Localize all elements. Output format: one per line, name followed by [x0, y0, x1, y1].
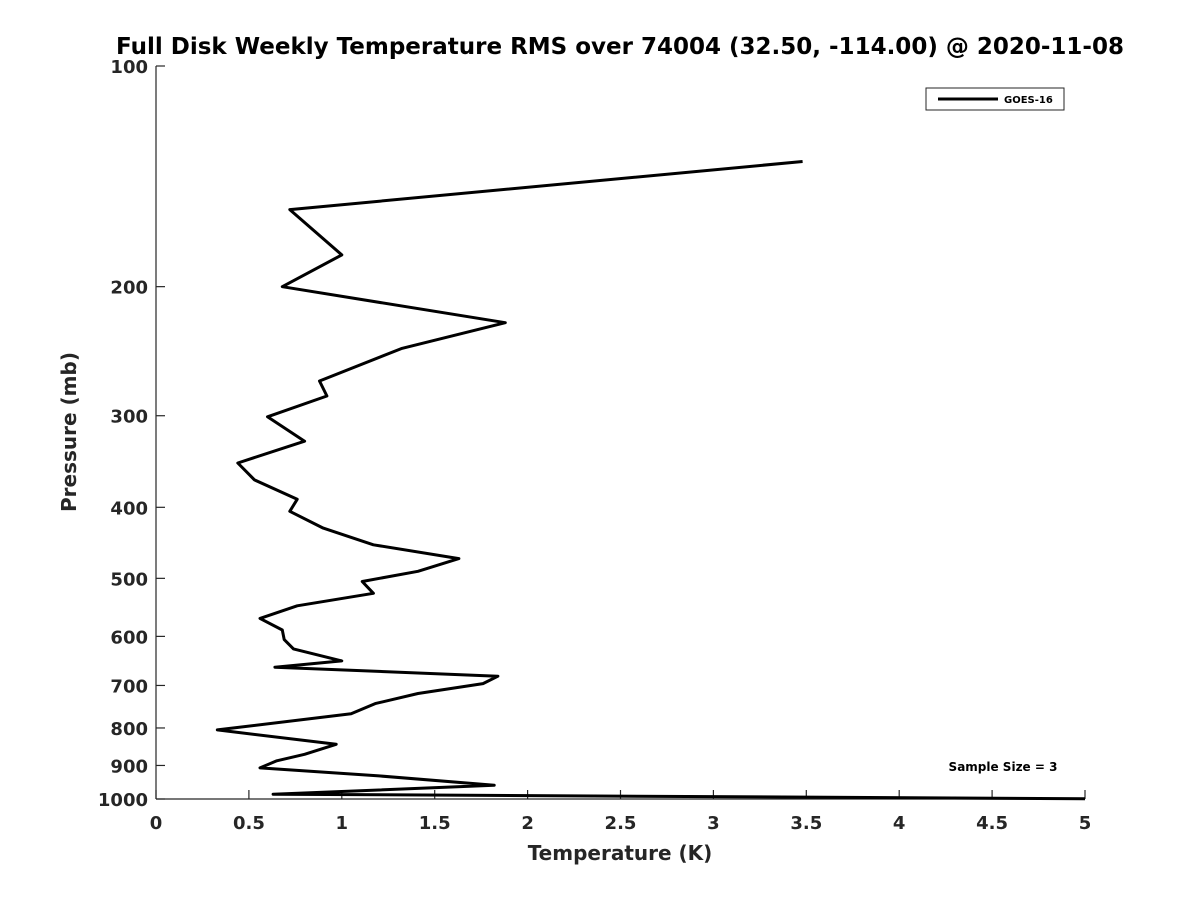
y-axis-label: Pressure (mb) [57, 352, 81, 512]
legend-label: GOES-16 [1004, 95, 1053, 106]
x-tick-label: 2.5 [605, 813, 637, 834]
x-ticks: 0 0.5 1 1.5 2 2.5 3 3.5 4 4.5 5 [150, 790, 1092, 834]
series-line-goes-16 [215, 160, 1086, 801]
x-tick-label: 4.5 [976, 813, 1008, 834]
plot-frame [155, 66, 1085, 800]
y-tick-label: 400 [110, 498, 148, 519]
y-tick-label: 1000 [98, 790, 148, 811]
x-tick-label: 1 [336, 813, 349, 834]
y-tick-label: 700 [110, 676, 148, 697]
y-tick-label: 300 [110, 407, 148, 428]
x-tick-label: 0 [150, 813, 163, 834]
x-axis-label: Temperature (K) [528, 841, 713, 865]
y-tick-label: 100 [110, 57, 148, 78]
chart-title: Full Disk Weekly Temperature RMS over 74… [116, 34, 1124, 60]
y-tick-label: 200 [110, 278, 148, 299]
y-tick-label: 800 [110, 719, 148, 740]
x-tick-label: 2 [521, 813, 534, 834]
x-tick-label: 0.5 [233, 813, 265, 834]
y-tick-label: 500 [110, 569, 148, 590]
x-tick-label: 4 [893, 813, 906, 834]
y-tick-label: 900 [110, 756, 148, 777]
x-tick-label: 3 [707, 813, 720, 834]
x-tick-label: 5 [1079, 813, 1092, 834]
sample-size-annotation: Sample Size = 3 [949, 760, 1058, 774]
x-tick-label: 3.5 [790, 813, 822, 834]
series-points [217, 161, 1085, 798]
y-tick-label: 600 [110, 627, 148, 648]
legend: GOES-16 [925, 87, 1065, 111]
y-ticks: 100 200 300 400 500 600 700 800 900 1000 [98, 57, 165, 811]
x-tick-label: 1.5 [419, 813, 451, 834]
